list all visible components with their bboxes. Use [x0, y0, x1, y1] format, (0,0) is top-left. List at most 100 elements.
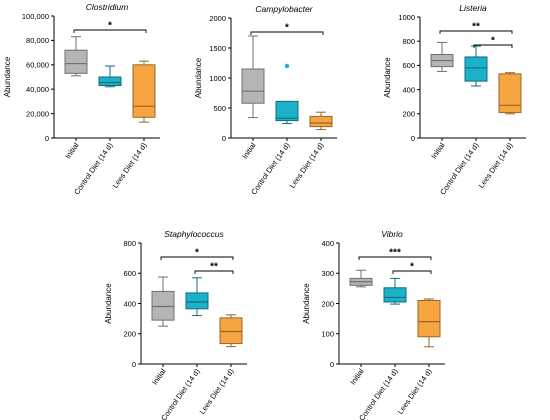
x-tick-label: Initial	[150, 367, 168, 387]
panel-title: Vibrio	[381, 229, 403, 239]
y-tick-label: 0	[222, 134, 226, 143]
y-tick-label: 100	[321, 330, 334, 339]
significance-bracket	[473, 44, 513, 48]
y-tick-label: 400	[123, 299, 136, 308]
box-iqr	[132, 64, 156, 118]
significance-1: *	[473, 36, 513, 48]
significance-bracket	[439, 30, 513, 34]
x-tick-label: Lees Diet (14 d)	[477, 141, 515, 190]
significance-0: *	[73, 21, 147, 33]
significance-label: *	[108, 21, 112, 32]
significance-bracket	[160, 256, 234, 260]
y-tick-label: 0	[330, 360, 334, 369]
box-iqr	[498, 73, 522, 114]
y-axis-label: Abundance	[383, 57, 392, 98]
significance-1: *	[392, 262, 432, 274]
y-tick-label: 20,000	[26, 109, 49, 118]
significance-1: **	[194, 262, 234, 274]
y-tick-label: 1000	[398, 13, 415, 22]
x-tick-label: Lees Diet (14 d)	[288, 141, 326, 190]
panel-title: Staphylococcus	[164, 229, 224, 239]
box-iqr	[219, 317, 243, 345]
box-2	[219, 314, 243, 348]
significance-bracket	[392, 270, 432, 274]
box-2	[132, 60, 156, 123]
y-tick-label: 1500	[209, 44, 226, 53]
y-axis-label: Abundance	[194, 57, 203, 98]
y-tick-label: 600	[402, 61, 415, 70]
panel-title: Campylobacter	[255, 4, 313, 14]
significance-label: ***	[389, 248, 401, 259]
y-tick-label: 2000	[209, 14, 226, 23]
box-iqr	[309, 115, 333, 128]
panel-3: Staphylococcus Abundance 0 200 400 600 800 Init…	[104, 229, 247, 420]
y-tick-label: 200	[321, 299, 334, 308]
x-tick-label: Lees Diet (14 d)	[396, 367, 434, 416]
x-tick-label: Initial	[63, 141, 81, 161]
x-tick-label: Initial	[240, 141, 258, 161]
y-tick-label: 1000	[209, 74, 226, 83]
outlier-point	[284, 63, 290, 69]
box-iqr	[383, 287, 407, 303]
y-tick-label: 80,000	[26, 36, 49, 45]
y-tick-label: 200	[123, 330, 136, 339]
y-tick-label: 500	[213, 104, 226, 113]
box-iqr	[275, 100, 299, 122]
y-axis-label: Abundance	[104, 283, 113, 324]
panel-title: Clostridium	[86, 2, 129, 12]
box-0	[241, 35, 265, 119]
significance-bracket	[250, 31, 324, 35]
panel-4: VibrioAbundance0100200300400InitialContr…	[302, 229, 445, 420]
significance-label: **	[472, 22, 480, 33]
box-0	[349, 269, 373, 288]
y-tick-label: 800	[123, 239, 136, 248]
significance-0: ***	[358, 248, 432, 260]
significance-label: **	[210, 262, 218, 273]
y-tick-label: 0	[132, 360, 136, 369]
box-2	[498, 72, 522, 115]
significance-label: *	[491, 36, 495, 47]
box-iqr	[64, 49, 88, 74]
y-tick-label: 40,000	[26, 85, 49, 94]
box-1	[185, 277, 209, 317]
y-tick-label: 200	[402, 110, 415, 119]
x-tick-label: Initial	[348, 367, 366, 387]
box-0	[151, 276, 175, 327]
box-1	[98, 65, 122, 88]
box-iqr	[464, 56, 488, 82]
y-tick-label: 300	[321, 269, 334, 278]
significance-0: *	[160, 248, 234, 260]
panel-0: Clostridium Abundance 0 20,000 40,000 60,000 8…	[3, 2, 160, 196]
box-iqr	[98, 76, 122, 87]
panel-title: Listeria	[459, 3, 487, 13]
box-2	[309, 111, 333, 131]
box-0	[64, 36, 88, 77]
x-tick-label: Initial	[429, 141, 447, 161]
box-iqr	[241, 68, 265, 104]
box-2	[417, 298, 441, 348]
panel-2: Listeria Abundance 0 200 400 600 800 1000 Initia…	[383, 3, 526, 196]
y-tick-label: 60,000	[26, 61, 49, 70]
box-iqr	[185, 292, 209, 310]
box-iqr	[417, 299, 441, 338]
box-iqr	[151, 290, 175, 321]
box-1	[383, 277, 407, 305]
x-tick-label: Lees Diet (14 d)	[111, 141, 149, 190]
y-axis-label: Abundance	[3, 56, 12, 97]
significance-0: *	[250, 23, 324, 35]
box-1	[464, 45, 488, 87]
x-tick-label: Lees Diet (14 d)	[198, 367, 236, 416]
y-tick-label: 400	[402, 85, 415, 94]
significance-bracket	[358, 256, 432, 260]
y-tick-label: 100,000	[22, 12, 49, 21]
y-tick-label: 0	[411, 134, 415, 143]
significance-label: *	[195, 248, 199, 259]
box-1	[275, 63, 299, 125]
significance-bracket	[73, 29, 147, 33]
significance-bracket	[194, 270, 234, 274]
significance-0: **	[439, 22, 513, 34]
y-tick-label: 400	[321, 239, 334, 248]
y-tick-label: 0	[45, 134, 49, 143]
significance-label: *	[285, 23, 289, 34]
